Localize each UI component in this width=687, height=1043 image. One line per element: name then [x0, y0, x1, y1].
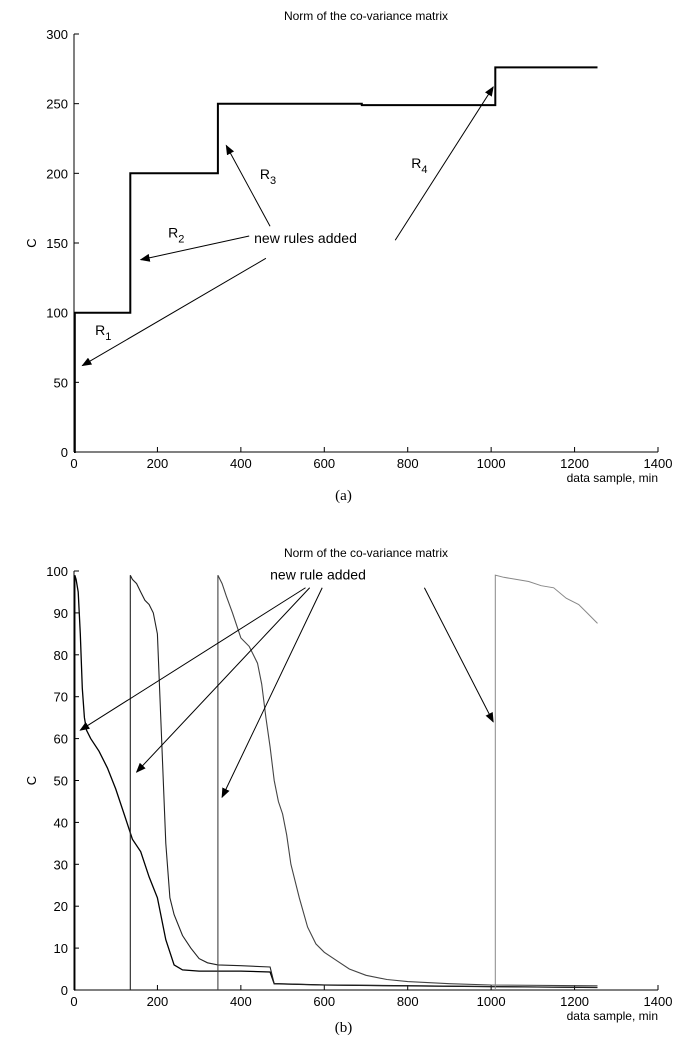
caption-a: (a) — [335, 488, 352, 504]
chart-title: Norm of the co-variance matrix — [284, 9, 448, 23]
x-tick-label: 1000 — [477, 456, 506, 471]
x-tick-label: 1200 — [560, 994, 589, 1009]
x-axis-label: data sample, min — [567, 471, 658, 485]
y-tick-label: 50 — [54, 375, 68, 390]
annotation-arrow — [79, 587, 306, 731]
x-tick-label: 800 — [397, 994, 419, 1009]
annotation-text: new rule added — [270, 566, 366, 582]
annotation-arrow — [221, 587, 323, 799]
x-axis-label: data sample, min — [567, 1009, 658, 1023]
annotation-arrow — [81, 257, 267, 367]
y-tick-label: 20 — [54, 899, 68, 914]
y-tick-label: 50 — [54, 774, 68, 789]
y-tick-label: 80 — [54, 648, 68, 663]
y-tick-label: 0 — [61, 983, 68, 998]
x-tick-label: 400 — [230, 456, 252, 471]
y-tick-label: 250 — [46, 97, 68, 112]
y-tick-label: 100 — [46, 306, 68, 321]
x-tick-label: 0 — [70, 994, 77, 1009]
y-tick-label: 0 — [61, 445, 68, 460]
y-axis-label: C — [24, 238, 39, 247]
x-tick-label: 1400 — [644, 456, 673, 471]
series-line-4 — [494, 574, 598, 990]
annotation-arrow — [225, 144, 271, 227]
chart-b: 0 200 400 600 800 1000 1200 1400 0 10 20 30 40 50 60 70… — [24, 546, 672, 1023]
y-tick-label: 300 — [46, 27, 68, 42]
y-tick-label: 70 — [54, 690, 68, 705]
series-line-3 — [217, 574, 598, 990]
x-tick-label: 1400 — [644, 994, 673, 1009]
x-tick-label: 1200 — [560, 456, 589, 471]
y-tick-label: 200 — [46, 166, 68, 181]
chart-a: 0 200 400 600 800 1000 1200 1400 0 50 100 150 200 250… — [24, 9, 672, 485]
x-tick-label: 200 — [147, 994, 169, 1009]
y-tick-label: 40 — [54, 815, 68, 830]
y-axis-label: C — [24, 776, 39, 785]
series-line-1 — [73, 66, 598, 453]
caption-b: (b) — [334, 1020, 353, 1036]
series-line-1 — [74, 575, 598, 991]
x-tick-label: 1000 — [477, 994, 506, 1009]
x-tick-label: 800 — [397, 456, 419, 471]
y-tick-label: 100 — [46, 564, 68, 579]
x-tick-label: 600 — [313, 994, 335, 1009]
y-tick-label: 60 — [54, 732, 68, 747]
rule-label: R1 — [95, 322, 111, 343]
rule-label: R2 — [168, 224, 184, 245]
annotation-text: new rules added — [254, 230, 357, 246]
x-tick-label: 200 — [147, 456, 169, 471]
chart-title: Norm of the co-variance matrix — [284, 546, 448, 560]
x-tick-label: 600 — [313, 456, 335, 471]
annotation-arrow — [423, 587, 494, 723]
annotation-arrow — [394, 86, 494, 241]
y-tick-label: 150 — [46, 236, 68, 251]
rule-label: R3 — [260, 166, 276, 187]
x-tick-label: 400 — [230, 994, 252, 1009]
y-tick-label: 10 — [54, 941, 68, 956]
x-tick-label: 0 — [70, 456, 77, 471]
annotation-arrow — [135, 587, 311, 773]
rule-label: R4 — [411, 155, 427, 176]
annotation-arrow — [139, 235, 250, 262]
y-tick-label: 30 — [54, 857, 68, 872]
y-tick-label: 90 — [54, 606, 68, 621]
series-line-2 — [129, 574, 598, 990]
